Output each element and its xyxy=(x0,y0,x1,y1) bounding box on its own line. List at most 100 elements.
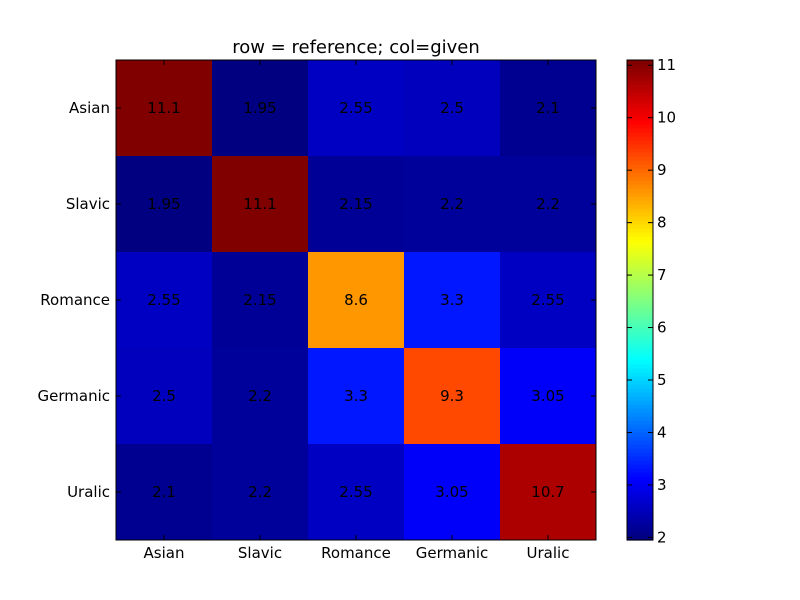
cell-value-label: 3.05 xyxy=(435,483,468,501)
cell-value-label: 2.55 xyxy=(339,99,372,117)
cell-value-label: 2.15 xyxy=(339,195,372,213)
heatmap-cell-slavic-romance xyxy=(308,156,405,253)
cell-value-label: 1.95 xyxy=(147,195,180,213)
colorbar-segment xyxy=(627,396,653,401)
colorbar-segment xyxy=(627,308,653,313)
colorbar-segment xyxy=(627,376,653,381)
cell-value-label: 3.05 xyxy=(531,387,564,405)
colorbar-segment xyxy=(627,344,653,349)
x-tick-label: Slavic xyxy=(238,544,282,562)
colorbar-tick-label: 5 xyxy=(657,371,667,389)
x-tick-label: Asian xyxy=(144,544,185,562)
heatmap-cell-slavic-slavic xyxy=(212,156,309,253)
cell-value-label: 2.2 xyxy=(440,195,464,213)
colorbar-segment xyxy=(627,392,653,397)
colorbar-segment xyxy=(627,96,653,101)
colorbar-segment xyxy=(627,232,653,237)
colorbar-segment xyxy=(627,328,653,333)
colorbar-segment xyxy=(627,276,653,281)
colorbar-segment xyxy=(627,444,653,449)
colorbar-segment xyxy=(627,320,653,325)
colorbar-frame xyxy=(626,59,654,541)
colorbar-segment xyxy=(627,356,653,361)
cell-value-label: 8.6 xyxy=(344,291,368,309)
colorbar-segment xyxy=(627,132,653,137)
colorbar-segment xyxy=(627,440,653,445)
colorbar-segment xyxy=(627,240,653,245)
colorbar-segment xyxy=(627,128,653,133)
colorbar-segment xyxy=(627,252,653,257)
heatmap-cell-asian-asian xyxy=(116,60,213,157)
colorbar-tick-label: 7 xyxy=(657,266,667,284)
colorbar-segment xyxy=(627,136,653,141)
heatmap-cell-romance-asian xyxy=(116,252,213,349)
colorbar-segment xyxy=(627,508,653,513)
heatmap-cell-germanic-slavic xyxy=(212,348,309,445)
colorbar-segment xyxy=(627,244,653,249)
colorbar-segment xyxy=(627,148,653,153)
colorbar-tick-label: 3 xyxy=(657,476,667,494)
colorbar-segment xyxy=(627,256,653,261)
heatmap-cell-slavic-uralic xyxy=(500,156,597,253)
colorbar-segment xyxy=(627,172,653,177)
colorbar-segment xyxy=(627,460,653,465)
cell-value-label: 2.15 xyxy=(243,291,276,309)
colorbar-segment xyxy=(627,480,653,485)
colorbar-segment xyxy=(627,176,653,181)
y-tick-label: Asian xyxy=(69,99,110,117)
cell-value-label: 3.3 xyxy=(344,387,368,405)
colorbar-segment xyxy=(627,92,653,97)
heatmap-cell-germanic-romance xyxy=(308,348,405,445)
colorbar-segment xyxy=(627,228,653,233)
colorbar-segment xyxy=(627,80,653,85)
colorbar-segment xyxy=(627,424,653,429)
cell-value-label: 11.1 xyxy=(147,99,180,117)
colorbar-segment xyxy=(627,420,653,425)
colorbar-segment xyxy=(627,112,653,117)
colorbar-segment xyxy=(627,528,653,533)
heatmap-cell-labels: 11.1 1.95 2.55 2.5 2.1 1.95 11.1 2.15 2.2 2.2 2.55… xyxy=(147,99,564,501)
colorbar-segment xyxy=(627,196,653,201)
x-axis: Asian Slavic Romance Germanic Uralic xyxy=(144,60,570,562)
x-tick-label: Uralic xyxy=(527,544,570,562)
colorbar-segment xyxy=(627,76,653,81)
colorbar-segment xyxy=(627,304,653,309)
colorbar-segment xyxy=(627,472,653,477)
colorbar-segment xyxy=(627,280,653,285)
colorbar-segment xyxy=(627,120,653,125)
colorbar-segment xyxy=(627,452,653,457)
colorbar-segment xyxy=(627,416,653,421)
heatmap-cell-germanic-asian xyxy=(116,348,213,445)
colorbar-segment xyxy=(627,436,653,441)
heatmap-cell-asian-germanic xyxy=(404,60,501,157)
colorbar-tick-label: 9 xyxy=(657,161,667,179)
colorbar-segment xyxy=(627,212,653,217)
colorbar-segment xyxy=(627,180,653,185)
colorbar-segment xyxy=(627,68,653,73)
cell-value-label: 2.5 xyxy=(440,99,464,117)
cell-value-label: 2.1 xyxy=(152,483,176,501)
colorbar-segment xyxy=(627,216,653,221)
colorbar-segment xyxy=(627,524,653,529)
colorbar-segment xyxy=(627,84,653,89)
colorbar-segment xyxy=(627,224,653,229)
colorbar-segment xyxy=(627,316,653,321)
heatmap-cell-slavic-asian xyxy=(116,156,213,253)
colorbar-segment xyxy=(627,260,653,265)
heatmap-cell-romance-slavic xyxy=(212,252,309,349)
colorbar-segment xyxy=(627,288,653,293)
heatmap-cells xyxy=(116,60,597,541)
colorbar-segment xyxy=(627,536,653,541)
cell-value-label: 10.7 xyxy=(531,483,564,501)
colorbar-segment xyxy=(627,412,653,417)
colorbar-segment xyxy=(627,408,653,413)
colorbar-segment xyxy=(627,188,653,193)
colorbar-segment xyxy=(627,404,653,409)
colorbar-segment xyxy=(627,512,653,517)
colorbar-segment xyxy=(627,64,653,69)
colorbar-tick-label: 10 xyxy=(657,109,676,127)
cell-value-label: 2.1 xyxy=(536,99,560,117)
colorbar-segment xyxy=(627,124,653,129)
